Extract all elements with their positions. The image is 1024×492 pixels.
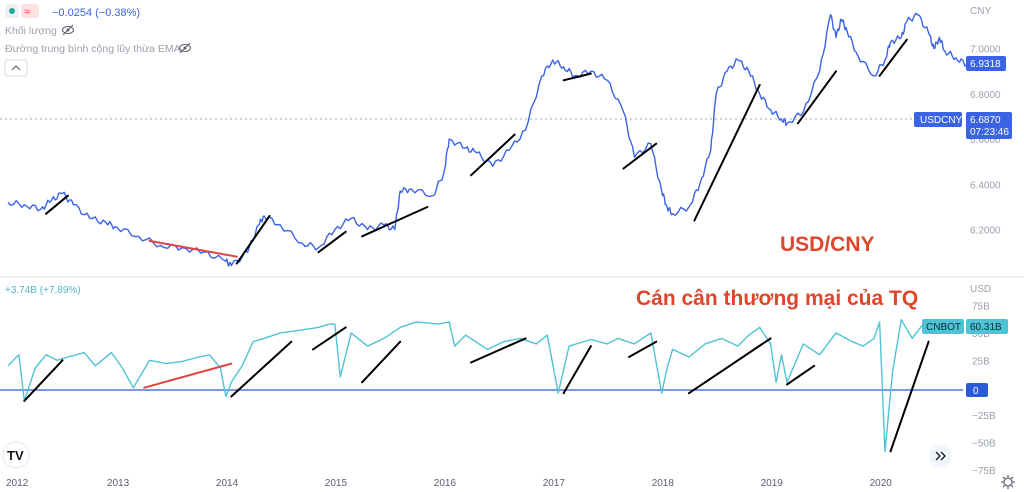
trade-trend-line-4[interactable] [312,326,347,351]
crosshair-value-badge [966,112,1012,139]
trade-trend-line-5[interactable] [361,340,402,384]
trade-y-tick-label: −75B [972,466,996,477]
trade-panel: 75B 50B 25B −25B −50B −75B USD +3.74B (+7.89%… [0,284,1008,477]
crosshair-time: 07:23:46 [970,127,1009,138]
wave-icon: ≈ [24,6,30,18]
x-axis: 2012 2013 2014 2015 2016 2017 2018 2019 2020 [6,478,892,489]
trade-unit-label: USD [970,284,991,295]
price-trend-line-8[interactable] [622,142,658,170]
x-tick-label: 2016 [434,478,457,489]
svg-text:TV: TV [7,448,24,463]
price-y-axis: 7.0000 6.8000 6.6000 6.4000 6.2000 [970,45,1001,237]
gear-icon[interactable] [1001,475,1015,489]
crosshair-value: 6.6870 [970,115,1001,126]
trade-trend-line-8[interactable] [628,340,658,358]
cnbot-value: 60.31B [970,322,1002,333]
x-tick-label: 2013 [107,478,130,489]
trade-trend-lines [23,326,930,453]
usdcny-annotation: USD/CNY [780,233,875,256]
trade-trend-line-6[interactable] [470,337,527,364]
cnbot-symbol: CNBOT [926,322,961,333]
x-tick-label: 2018 [652,478,675,489]
crosshair-symbol-badge [914,112,962,127]
price-trend-line-4[interactable] [317,230,347,254]
zero-badge [966,383,988,397]
last-price-badge [966,56,1006,71]
x-tick-label: 2014 [216,478,239,489]
scroll-to-latest-button[interactable] [929,445,951,467]
trade-trend-line-11[interactable] [889,340,930,453]
double-chevron-right-icon [935,451,946,461]
price-y-tick-label: 6.2000 [970,226,1001,237]
zero-badge-label: 0 [973,386,979,397]
trade-change-text: +3.74B (+7.89%) [5,285,81,296]
price-trend-line-6[interactable] [470,133,516,177]
price-trend-line-5[interactable] [361,206,429,238]
price-trend-line-1[interactable] [45,194,69,215]
price-series-group [7,12,968,267]
trade-y-tick-label: 75B [972,302,990,313]
price-y-tick-label: 6.4000 [970,180,1001,191]
tradingview-logo[interactable]: TV [2,441,30,469]
price-trend-line-11[interactable] [878,38,908,77]
trade-trend-line-3[interactable] [230,340,293,398]
trade-trend-line-1[interactable] [23,359,64,402]
price-trend-line-7[interactable] [562,72,592,82]
trade-y-tick-label: −25B [972,411,996,422]
x-tick-label: 2012 [6,478,29,489]
trade-series-group [7,319,935,453]
wave-button[interactable] [21,4,39,18]
trade-annotation: Cán cân thương mại của TQ [636,287,918,310]
cnbot-value-badge [966,319,1008,334]
trade-y-tick-label: 25B [972,356,990,367]
trade-trend-line-7[interactable] [562,345,592,395]
eye-off-icon[interactable] [179,42,191,54]
chevron-up-icon [11,65,21,71]
price-change-text: −0.0254 (−0.38%) [52,7,140,19]
x-tick-label: 2019 [761,478,784,489]
ema-label[interactable]: Đường trung bình cộng lũy thừa EMA [5,43,181,55]
dot-icon [9,8,15,14]
price-trend-line-3[interactable] [235,215,271,265]
collapse-legend-button[interactable] [4,59,28,77]
trade-balance-line [7,319,935,453]
price-trend-lines [45,38,908,265]
trade-trend-line-9[interactable] [687,337,772,395]
cnbot-symbol-badge [922,319,964,334]
price-unit-label: CNY [970,6,991,17]
x-tick-label: 2015 [325,478,348,489]
price-panel: 7.0000 6.8000 6.6000 6.4000 6.2000 CNY USD/C… [0,6,1024,278]
price-y-tick-label: 7.0000 [970,45,1001,56]
crosshair-symbol: USDCNY [920,115,963,126]
x-tick-label: 2017 [543,478,566,489]
volume-label[interactable]: Khối lượng [5,25,57,37]
trade-trend-line-2[interactable] [143,362,233,389]
price-trend-line-2[interactable] [148,239,238,258]
price-y-tick-label: 6.6000 [970,135,1001,146]
last-price-value: 6.9318 [970,59,1001,70]
x-tick-label: 2020 [870,478,893,489]
trade-y-axis: 75B 50B 25B −25B −50B −75B [972,302,996,478]
usdcny-price-line [7,12,968,267]
trade-trend-line-10[interactable] [786,364,816,386]
legend: ≈ −0.0254 (−0.38%) Khối lượng Đường trun… [4,4,191,77]
price-trend-line-10[interactable] [796,70,837,125]
price-y-tick-label: 6.8000 [970,90,1001,101]
trade-y-tick-label: 50B [972,329,990,340]
price-trend-line-9[interactable] [693,83,761,222]
eye-off-icon[interactable] [62,24,74,36]
trade-y-tick-label: −50B [972,439,996,450]
